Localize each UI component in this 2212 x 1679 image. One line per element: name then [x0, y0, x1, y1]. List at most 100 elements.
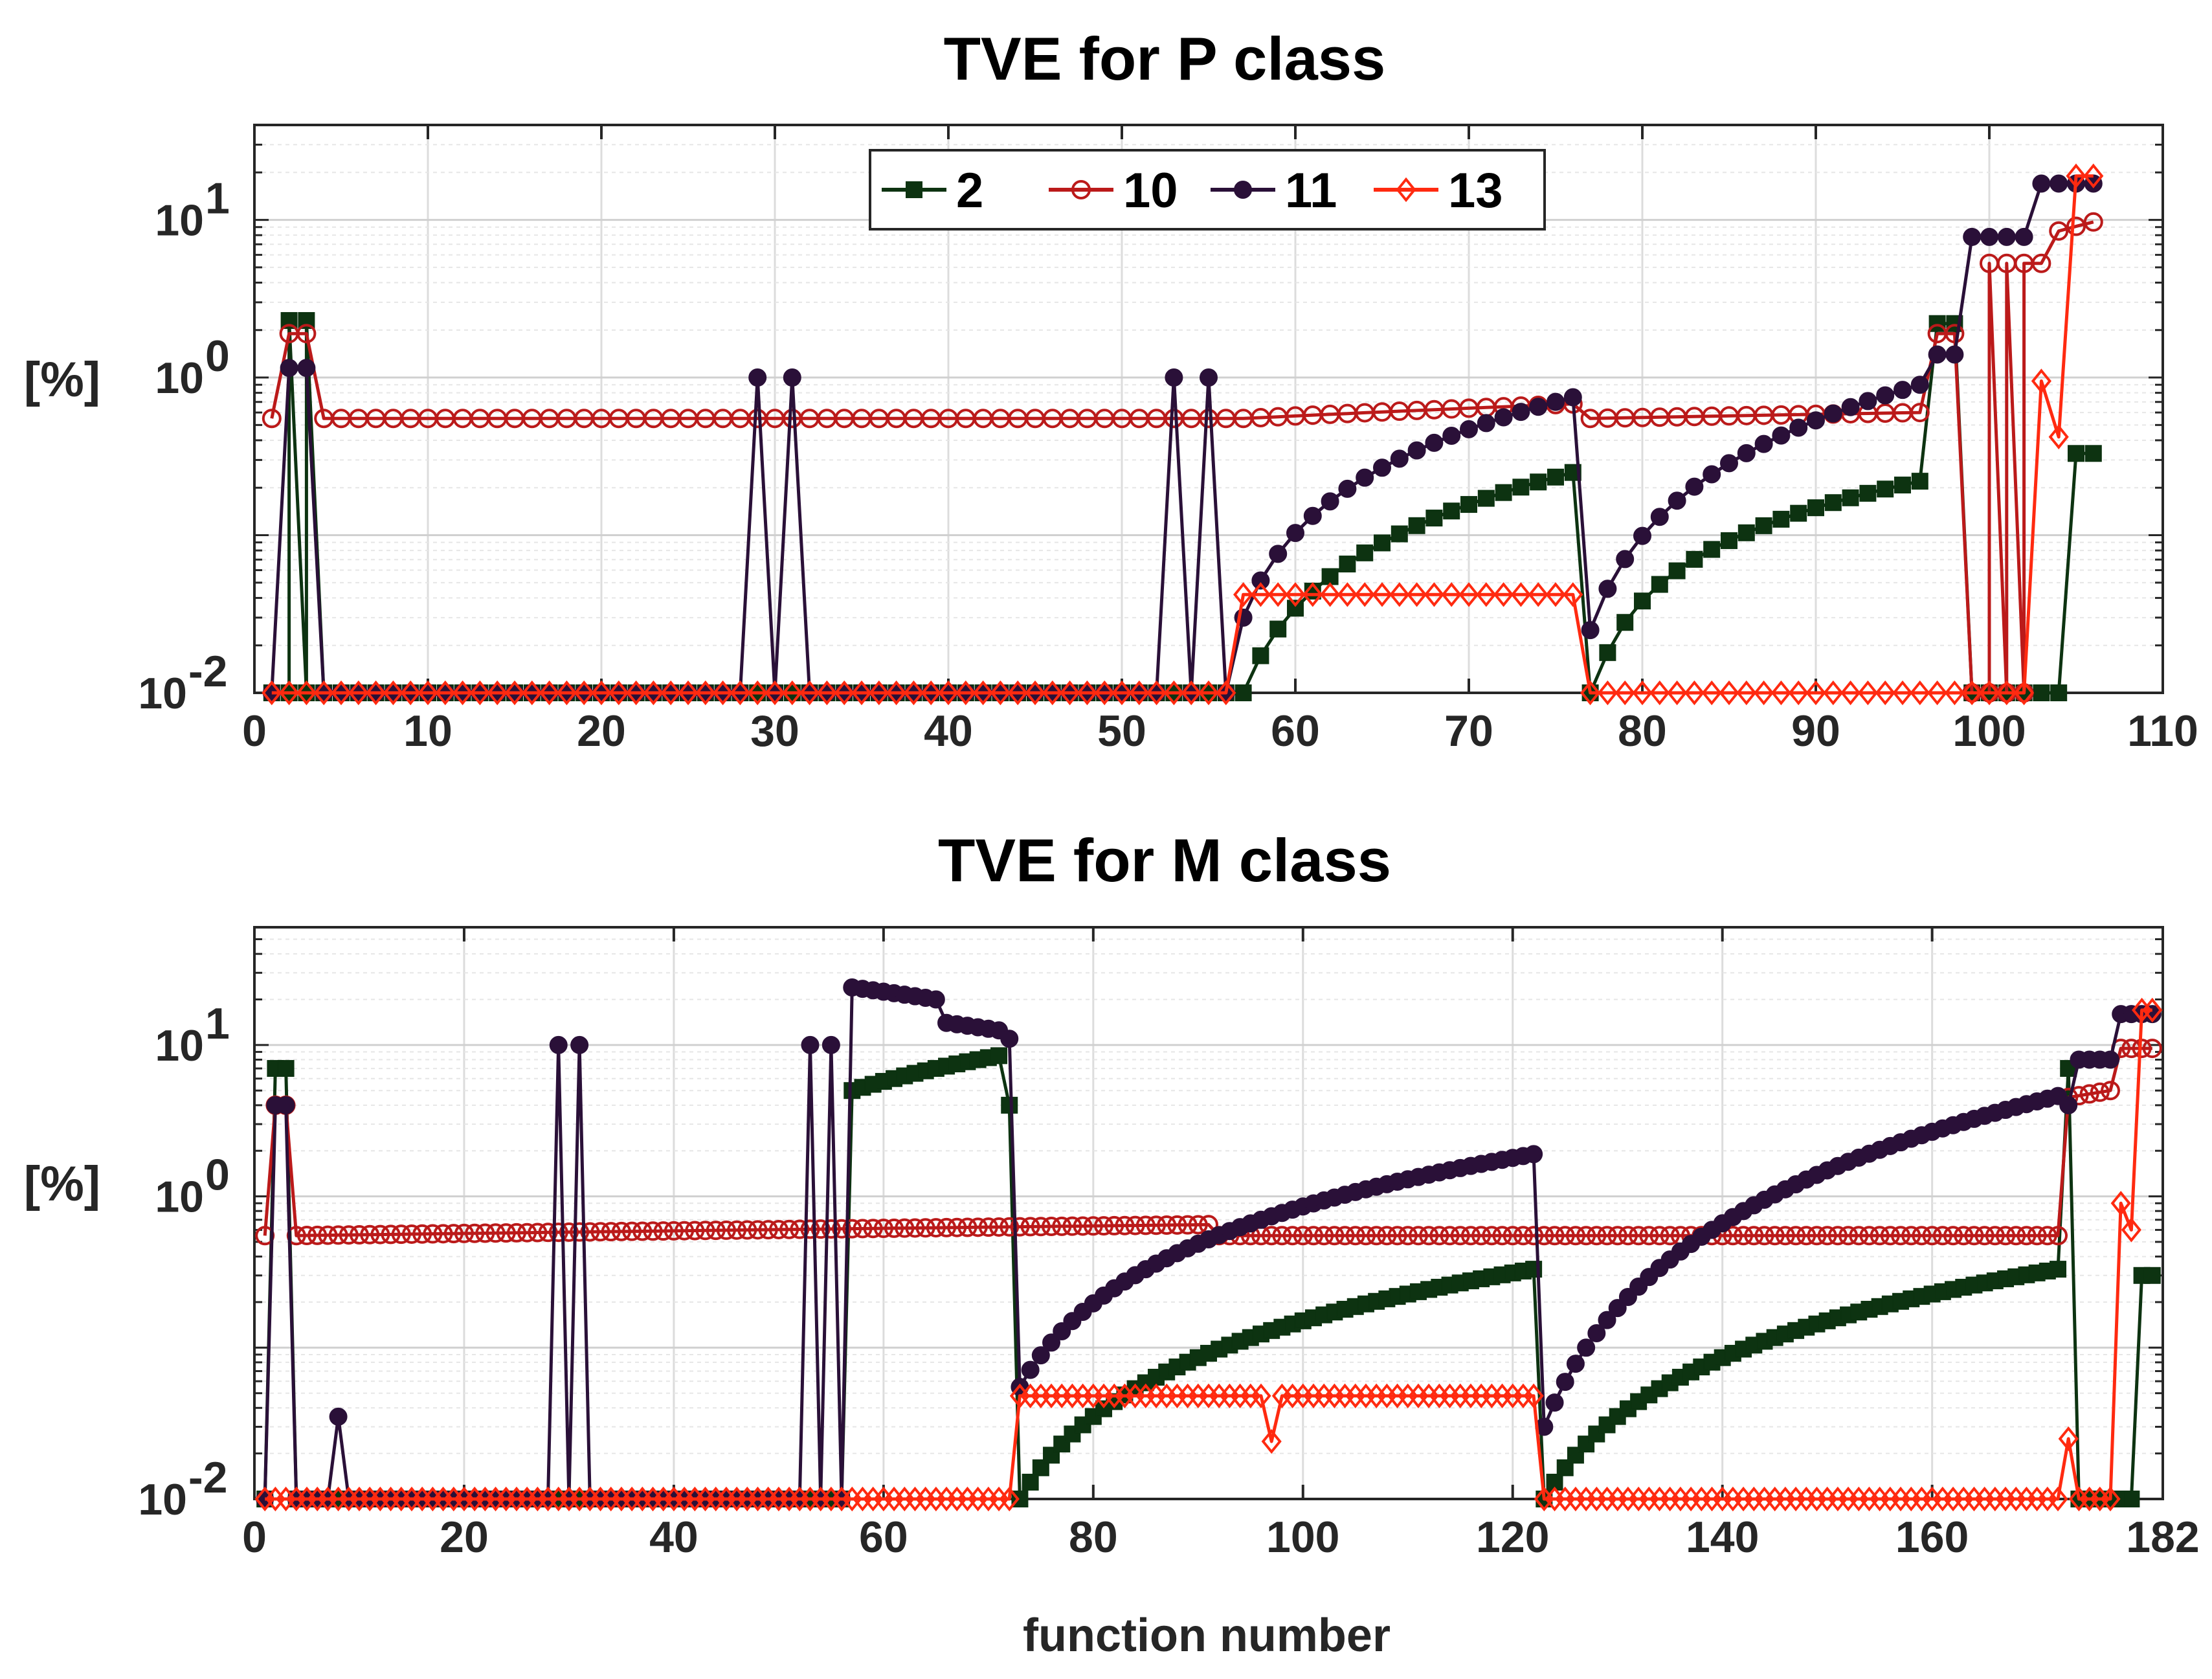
m-class-series-10-point: [926, 1218, 946, 1238]
p-class-series-2-point: [1721, 532, 1737, 549]
p-class-series-11-point: [1997, 227, 2016, 246]
p-class-series-2-point: [1547, 468, 1564, 486]
m-class-series-10-point: [1765, 1226, 1785, 1246]
m-class-series-13-point: [1251, 1383, 1271, 1408]
p-class-series-13-point: [452, 680, 473, 706]
m-class-series-10-point: [1094, 1216, 1114, 1236]
m-class-series-10-point: [1303, 1226, 1323, 1246]
p-class-series-13-point: [366, 680, 386, 706]
p-class-series-13-point: [1545, 582, 1566, 607]
p-class-series-13-point: [1910, 680, 1930, 706]
m-class-series-10-point: [548, 1223, 568, 1243]
p-class-series-13-point: [1129, 680, 1150, 706]
m-class-series-10-point: [1807, 1226, 1827, 1246]
p-class-series-11-point: [1269, 545, 1288, 563]
m-class-series-10-point: [1262, 1226, 1282, 1246]
p-class-series-13-point: [1996, 680, 2017, 706]
m-class-series-10-point: [475, 1223, 495, 1243]
p-class-series-13-point: [1216, 680, 1236, 706]
p-class-series-11-point: [783, 368, 801, 387]
legend-label-13: 13: [1448, 163, 1503, 218]
m-class-series-10-point: [1492, 1226, 1512, 1246]
m-class-series-10-point: [884, 1218, 904, 1238]
m-class-series-2-point: [1022, 1474, 1039, 1491]
p-class-series-2-point: [2084, 445, 2102, 462]
m-class-series-10-point: [496, 1223, 516, 1243]
m-class-x-tick-label: 100: [1266, 1513, 1339, 1562]
p-class-series-13-point: [782, 680, 803, 706]
m-class-series-10-point: [412, 1224, 432, 1244]
p-class-series-2-point: [1356, 544, 1374, 561]
p-class-series-11-point: [1407, 441, 1426, 460]
p-class-series-13-point: [1840, 680, 1861, 706]
p-class-series-2-point: [1616, 614, 1634, 631]
p-class-series-13-point: [1007, 680, 1028, 706]
p-class-series-2-point: [1842, 489, 1859, 506]
p-class-series-13-point: [1892, 680, 1913, 706]
p-class-series-13-point: [1580, 680, 1601, 706]
m-class-series-10-point: [1912, 1226, 1932, 1246]
p-class-series-13-point: [1441, 582, 1462, 607]
m-class-series-10-point: [1282, 1226, 1302, 1246]
p-class-series-11-point: [1963, 227, 1982, 246]
p-class-series-13-point: [1944, 680, 1965, 706]
p-class-series-13-point: [660, 680, 681, 706]
legend-label-10: 10: [1123, 163, 1178, 218]
p-class-series-13-point: [1320, 582, 1341, 607]
m-class-series-10-point: [1859, 1226, 1879, 1246]
m-class-series-11-point: [1021, 1360, 1040, 1379]
m-class-series-11-point: [1598, 1311, 1616, 1329]
p-class-series-11-point: [1772, 426, 1791, 445]
m-class-series-10-point: [1607, 1226, 1627, 1246]
m-class-series-10-point: [296, 1226, 317, 1246]
m-class-series-10-point: [339, 1225, 359, 1245]
m-class-series-10-point: [391, 1224, 411, 1245]
m-class-series-10-point: [1838, 1226, 1859, 1246]
p-class-y-tick-base: 10: [138, 669, 187, 718]
p-class-series-11-point: [2015, 227, 2033, 246]
p-class-series-13-point: [1250, 582, 1271, 607]
p-class-series-13-point: [2031, 368, 2051, 394]
p-class-series-13-point: [1961, 680, 1982, 706]
p-class-series-2-point: [1772, 510, 1790, 528]
p-class-series-11-point: [1356, 468, 1374, 487]
p-class-series-13-point: [816, 680, 837, 706]
m-class-series-10-point: [590, 1222, 610, 1242]
p-class-series-10-point: [296, 324, 317, 344]
p-class-series-13-point: [348, 680, 369, 706]
m-class-x-tick-label: 0: [242, 1513, 267, 1562]
m-class-x-tick-label: 60: [859, 1513, 908, 1562]
p-class-series-11-point: [1910, 376, 1929, 394]
p-class-series-2-point: [1737, 524, 1755, 541]
p-class-series-11-point: [1824, 404, 1842, 423]
p-class-series-11-point: [1442, 427, 1461, 445]
p-class-series-13-point: [713, 680, 733, 706]
p-class-series-11-point: [280, 359, 298, 377]
m-class-series-13-point: [1261, 1428, 1282, 1454]
p-class-series-11-point: [1563, 388, 1582, 407]
p-class-series-11-point: [1945, 345, 1964, 364]
m-class-y-tick-base: 10: [155, 1021, 204, 1070]
m-class-series-2-point: [990, 1047, 1008, 1065]
p-class-series-13-point: [1597, 680, 1618, 706]
m-class-series-10-point: [1964, 1226, 1984, 1246]
p-class-series-13-point: [938, 680, 959, 706]
legend-marker-11: [1234, 181, 1252, 199]
p-class-series-13-point: [1042, 680, 1063, 706]
m-class-series-10-point: [664, 1221, 684, 1241]
p-class-series-13-point: [609, 680, 629, 706]
m-class-series-10-point: [1042, 1217, 1062, 1237]
m-class-series-10-point: [360, 1224, 380, 1245]
m-class-series-10-point: [1377, 1226, 1397, 1246]
m-class-series-10-point: [370, 1224, 390, 1245]
p-class-series-2-point: [1234, 684, 1252, 701]
m-class-series-10-point: [675, 1221, 695, 1241]
m-class-series-10-point: [790, 1219, 810, 1239]
p-class-series-11-point: [2050, 174, 2068, 193]
m-class-series-11-point: [1566, 1355, 1585, 1373]
p-class-series-13-point: [539, 680, 560, 706]
p-class-series-2-point: [1755, 517, 1772, 534]
m-class-series-11-point: [1031, 1346, 1050, 1365]
m-class-series-10-point: [559, 1222, 579, 1242]
m-class-series-10-point: [2090, 1082, 2110, 1102]
